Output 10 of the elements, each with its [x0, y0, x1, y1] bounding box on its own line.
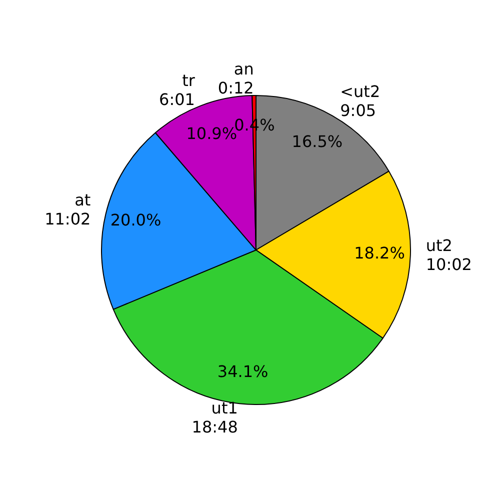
data-label: 18.2%	[354, 244, 405, 263]
slice-label: tr 6:01	[159, 71, 196, 110]
data-label: 34.1%	[217, 362, 268, 382]
slice-label: at 11:02	[44, 190, 91, 228]
data-label: 20.0%	[110, 210, 162, 230]
slice-label: <ut2 9:05	[340, 82, 380, 120]
slice-label: ut1 18:48	[192, 398, 238, 437]
slice-label: ut2 10:02	[426, 236, 472, 274]
slice-label: an 0:12	[218, 60, 254, 98]
data-label: 16.5%	[292, 132, 343, 151]
